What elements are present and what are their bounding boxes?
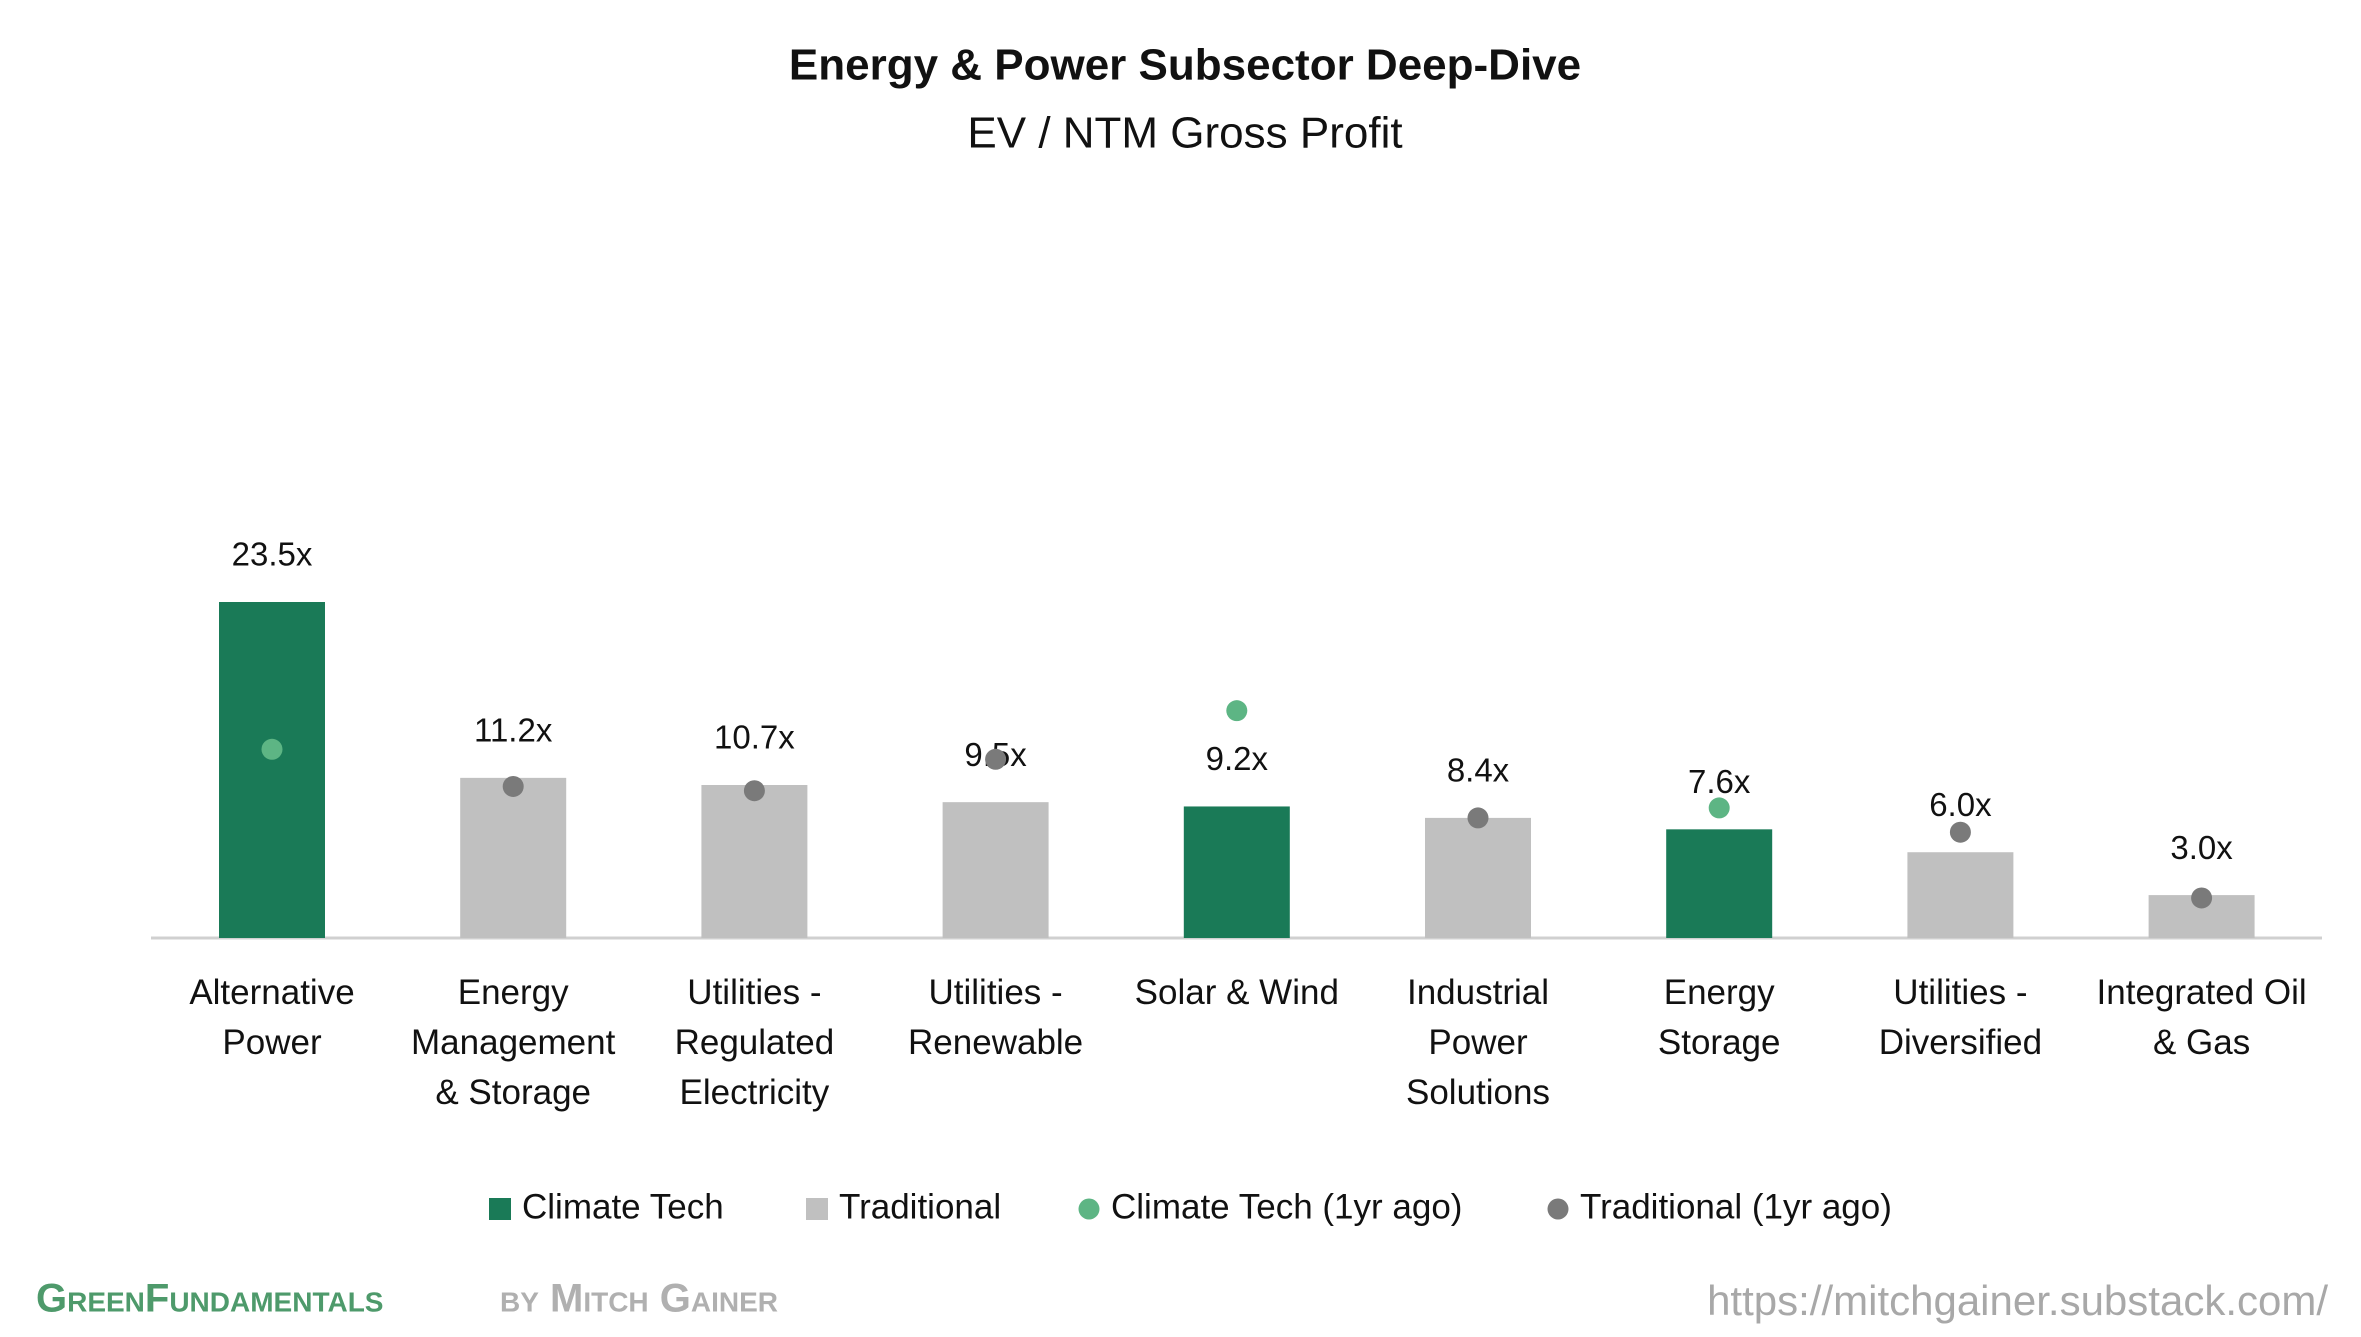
legend-label: Traditional (1yr ago) xyxy=(1580,1187,1892,1226)
dot xyxy=(985,748,1007,770)
bar xyxy=(1666,829,1773,938)
x-tick-label: Energy Management & Storage xyxy=(411,973,616,1112)
bar xyxy=(1183,806,1290,938)
legend-swatch xyxy=(806,1198,828,1220)
x-tick-label: Utilities - Diversified xyxy=(1878,973,2043,1062)
data-label: 7.6x xyxy=(1688,763,1751,800)
brand: GreenFundamentals xyxy=(36,1277,383,1321)
bar xyxy=(1907,852,2014,938)
dot xyxy=(1226,700,1248,722)
data-label: 3.0x xyxy=(2170,829,2233,866)
dot xyxy=(743,780,765,802)
x-tick-label: Energy Storage xyxy=(1657,973,1781,1062)
x-tick-label: Solar & Wind xyxy=(1134,973,1339,1012)
data-label: 23.5x xyxy=(232,536,313,573)
data-label: 8.4x xyxy=(1447,752,1510,789)
x-tick-label: Alternative Power xyxy=(189,973,355,1062)
bar xyxy=(460,777,567,938)
dot xyxy=(1949,821,1971,843)
bar xyxy=(219,602,325,938)
x-tick-label: Integrated Oil & Gas xyxy=(2096,973,2307,1062)
dot xyxy=(2191,887,2213,909)
legend-swatch xyxy=(1547,1198,1569,1220)
legend-swatch xyxy=(1078,1198,1100,1220)
dot xyxy=(502,775,524,797)
data-label: 9.2x xyxy=(1206,740,1269,777)
chart-subtitle: EV / NTM Gross Profit xyxy=(967,109,1402,158)
dot xyxy=(1708,797,1730,819)
url: https://mitchgainer.substack.com/ xyxy=(1707,1277,2328,1324)
legend-swatch xyxy=(489,1198,511,1220)
legend-label: Climate Tech (1yr ago) xyxy=(1111,1187,1462,1226)
bar xyxy=(1425,817,1531,938)
dot xyxy=(261,738,283,760)
x-tick-label: Utilities - Regulated Electricity xyxy=(674,973,835,1112)
x-tick-label: Industrial Power Solutions xyxy=(1406,973,1550,1112)
bar xyxy=(701,785,808,938)
data-label: 11.2x xyxy=(474,712,553,749)
byline: by Mitch Gainer xyxy=(500,1277,778,1321)
legend-label: Traditional xyxy=(839,1187,1001,1226)
legend-label: Climate Tech xyxy=(522,1187,724,1226)
chart-title: Energy & Power Subsector Deep-Dive xyxy=(789,41,1581,90)
dot xyxy=(1467,807,1489,829)
data-label: 10.7x xyxy=(714,719,795,756)
data-label: 6.0x xyxy=(1929,786,1992,823)
bar xyxy=(942,802,1049,938)
x-tick-label: Utilities - Renewable xyxy=(908,973,1084,1062)
